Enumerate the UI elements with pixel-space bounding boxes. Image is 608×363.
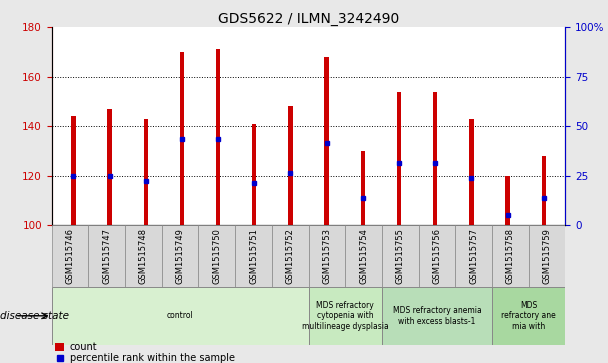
FancyBboxPatch shape — [52, 225, 88, 287]
Text: MDS
refractory ane
mia with: MDS refractory ane mia with — [502, 301, 556, 331]
Text: GSM1515748: GSM1515748 — [139, 228, 148, 284]
Title: GDS5622 / ILMN_3242490: GDS5622 / ILMN_3242490 — [218, 12, 399, 26]
Bar — [469, 119, 474, 225]
FancyBboxPatch shape — [88, 225, 125, 287]
Bar — [216, 49, 220, 225]
Text: GSM1515752: GSM1515752 — [286, 228, 295, 284]
Text: MDS refractory anemia
with excess blasts-1: MDS refractory anemia with excess blasts… — [393, 306, 482, 326]
Bar — [505, 176, 510, 225]
FancyBboxPatch shape — [308, 225, 345, 287]
Text: GSM1515750: GSM1515750 — [212, 228, 221, 284]
Text: GSM1515753: GSM1515753 — [322, 228, 331, 284]
Bar — [143, 119, 148, 225]
FancyBboxPatch shape — [455, 225, 492, 287]
Text: percentile rank within the sample: percentile rank within the sample — [70, 353, 235, 363]
FancyBboxPatch shape — [308, 287, 382, 345]
Bar — [71, 116, 75, 225]
Bar — [361, 151, 365, 225]
Text: count: count — [70, 342, 97, 352]
Text: GSM1515757: GSM1515757 — [469, 228, 478, 284]
Bar — [433, 91, 437, 225]
Bar — [55, 343, 64, 351]
FancyBboxPatch shape — [492, 225, 529, 287]
Bar — [180, 52, 184, 225]
Text: GSM1515749: GSM1515749 — [176, 228, 185, 284]
Text: GSM1515751: GSM1515751 — [249, 228, 258, 284]
FancyBboxPatch shape — [345, 225, 382, 287]
Text: MDS refractory
cytopenia with
multilineage dysplasia: MDS refractory cytopenia with multilinea… — [302, 301, 389, 331]
FancyBboxPatch shape — [382, 225, 419, 287]
FancyBboxPatch shape — [198, 225, 235, 287]
FancyBboxPatch shape — [52, 287, 308, 345]
Text: GSM1515758: GSM1515758 — [506, 228, 515, 284]
FancyBboxPatch shape — [529, 225, 565, 287]
FancyBboxPatch shape — [382, 287, 492, 345]
Bar — [288, 106, 292, 225]
Text: GSM1515754: GSM1515754 — [359, 228, 368, 284]
FancyBboxPatch shape — [235, 225, 272, 287]
Bar — [108, 109, 112, 225]
Bar — [542, 156, 546, 225]
FancyBboxPatch shape — [492, 287, 565, 345]
Text: disease state: disease state — [0, 311, 69, 321]
FancyBboxPatch shape — [162, 225, 198, 287]
Text: control: control — [167, 311, 193, 320]
Bar — [252, 124, 257, 225]
FancyBboxPatch shape — [272, 225, 308, 287]
Bar — [397, 91, 401, 225]
Text: GSM1515756: GSM1515756 — [432, 228, 441, 284]
Text: GSM1515747: GSM1515747 — [102, 228, 111, 284]
Text: GSM1515755: GSM1515755 — [396, 228, 405, 284]
FancyBboxPatch shape — [125, 225, 162, 287]
Text: GSM1515759: GSM1515759 — [542, 228, 551, 284]
FancyBboxPatch shape — [419, 225, 455, 287]
Bar — [325, 57, 329, 225]
Text: GSM1515746: GSM1515746 — [66, 228, 75, 284]
